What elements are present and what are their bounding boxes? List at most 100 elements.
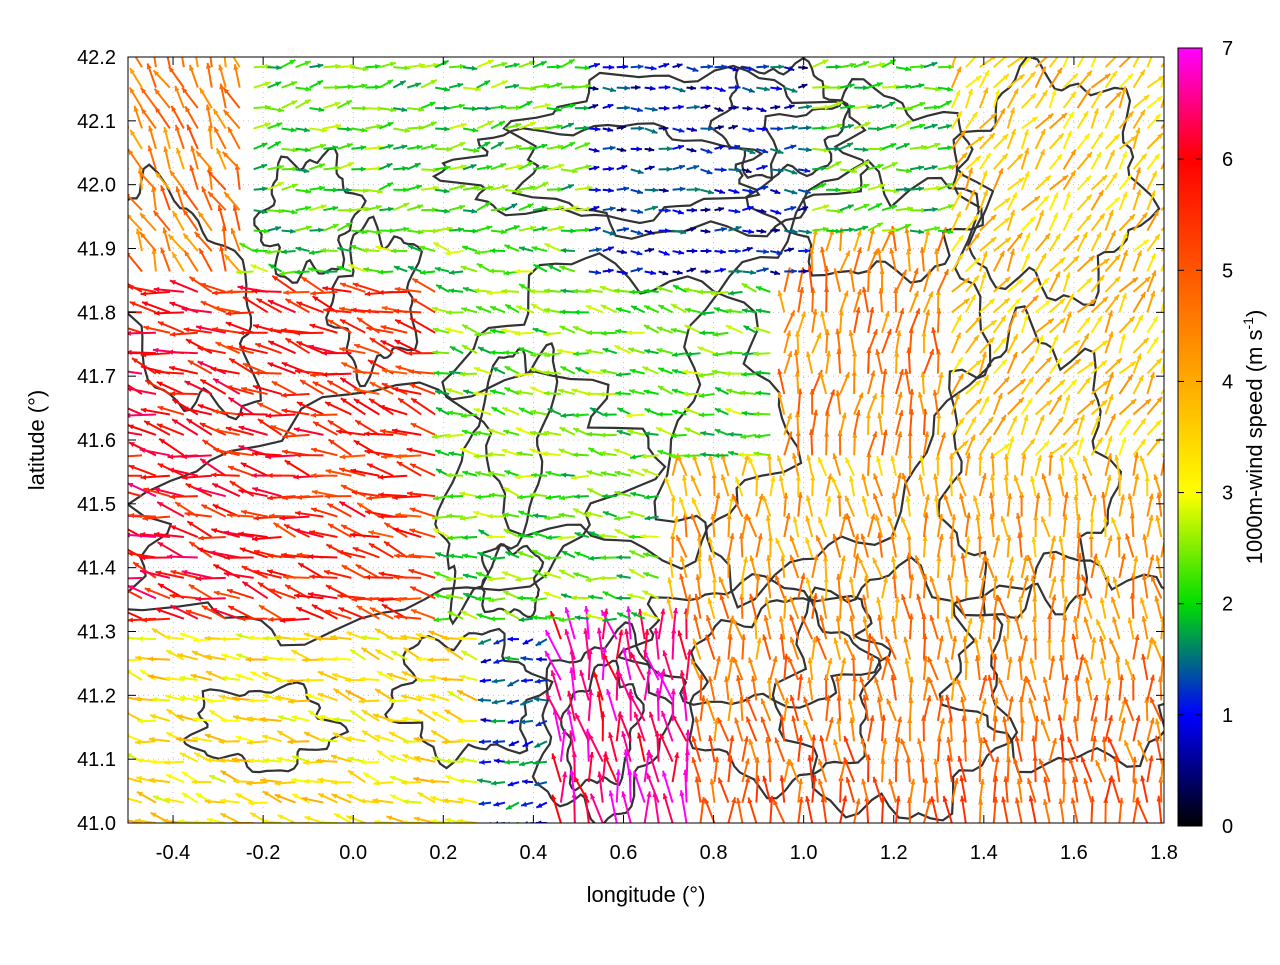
- wind-arrow-head: [346, 187, 351, 192]
- wind-arrow-head: [559, 265, 565, 270]
- wind-arrow-head: [228, 466, 234, 471]
- wind-arrow-head: [446, 473, 452, 478]
- wind-arrow-shaft: [117, 278, 142, 292]
- wind-arrow-head: [97, 453, 102, 458]
- wind-arrow-head: [365, 575, 370, 580]
- wind-arrow-shaft: [121, 146, 128, 170]
- wind-arrow-head: [803, 269, 808, 274]
- wind-arrow-head: [661, 711, 666, 717]
- wind-arrow-head: [560, 309, 566, 314]
- wind-arrow-head: [763, 496, 768, 502]
- wind-arrow-head: [193, 820, 199, 825]
- wind-arrow-head: [1171, 320, 1177, 325]
- wind-arrow-head: [705, 269, 710, 274]
- wind-arrow-head: [479, 739, 485, 744]
- wind-arrow-head: [170, 494, 175, 499]
- wind-arrow-shaft: [99, 391, 128, 394]
- wind-arrow-head: [1089, 516, 1094, 521]
- wind-arrow-shaft: [98, 353, 128, 355]
- contour-line: [710, 58, 849, 178]
- wind-arrow-head: [253, 515, 259, 520]
- wind-arrow-head: [493, 821, 499, 826]
- wind-arrow-head: [435, 552, 441, 557]
- wind-arrow-head: [522, 821, 528, 826]
- wind-arrow-head: [700, 452, 706, 457]
- wind-arrow-head: [1168, 336, 1173, 342]
- wind-arrow-head: [514, 225, 520, 230]
- wind-arrow-head: [100, 286, 106, 291]
- wind-arrow-head: [595, 187, 600, 192]
- wind-arrow-head: [283, 290, 288, 295]
- wind-arrow-head: [227, 289, 232, 294]
- wind-arrow-head: [573, 413, 579, 418]
- wind-arrow-head: [902, 473, 907, 479]
- wind-arrow-head: [141, 617, 147, 622]
- wind-arrow-head: [128, 424, 134, 429]
- wind-arrow-head: [615, 391, 621, 396]
- wind-arrow-head: [746, 168, 752, 173]
- wind-arrow-shaft: [1161, 400, 1174, 415]
- wind-arrow-head: [428, 657, 433, 662]
- wind-arrow-head: [478, 698, 484, 703]
- wind-arrow-head: [319, 163, 325, 168]
- wind-arrow-head: [212, 290, 218, 295]
- wind-arrow-head: [665, 208, 671, 213]
- wind-arrow-head: [474, 367, 480, 372]
- wind-arrow-head: [697, 289, 702, 294]
- wind-arrow-head: [113, 231, 118, 237]
- wind-arrow-head: [255, 343, 261, 348]
- wind-arrow-head: [791, 269, 796, 274]
- wind-arrow-head: [531, 473, 537, 478]
- wind-arrow-head: [462, 535, 468, 540]
- wind-arrow-head: [685, 730, 690, 736]
- wind-arrow-head: [1171, 216, 1177, 222]
- wind-arrow-head: [679, 497, 684, 503]
- wind-arrow-head: [1170, 421, 1176, 427]
- wind-arrow-head: [394, 553, 400, 558]
- wind-arrow-head: [616, 769, 621, 775]
- wind-arrow-head: [586, 432, 592, 437]
- wind-arrow-shaft: [107, 782, 128, 783]
- wind-arrow-head: [318, 227, 324, 232]
- wind-arrow-head: [502, 449, 508, 454]
- wind-arrow-head: [124, 635, 130, 640]
- wind-arrow-head: [1145, 476, 1150, 481]
- wind-arrow-head: [521, 678, 527, 683]
- wind-arrow-head: [120, 695, 126, 700]
- wind-arrow-head: [100, 546, 106, 551]
- wind-arrow-head: [1014, 475, 1019, 481]
- wind-arrow-head: [932, 207, 938, 212]
- wind-arrow-head: [695, 187, 700, 192]
- wind-arrow-head: [616, 555, 621, 560]
- wind-arrow-head: [268, 617, 273, 622]
- wind-arrow-head: [508, 637, 513, 642]
- wind-arrow-head: [626, 606, 631, 612]
- wind-arrow-head: [796, 475, 801, 480]
- wind-arrow-head: [1027, 555, 1032, 561]
- wind-arrow-head: [763, 249, 769, 254]
- wind-arrow-shaft: [112, 430, 142, 435]
- wind-arrow-head: [599, 575, 604, 580]
- wind-arrow-shaft: [117, 378, 142, 394]
- wind-arrow-shaft: [98, 590, 128, 598]
- wind-arrow-head: [340, 454, 346, 459]
- wind-arrow-head: [148, 656, 153, 661]
- wind-arrow-head: [489, 616, 494, 621]
- wind-arrow-head: [873, 493, 878, 499]
- wind-arrow-head: [830, 390, 835, 396]
- wind-arrow-head: [304, 779, 310, 784]
- wind-arrow-head: [310, 291, 316, 296]
- wind-arrow-head: [692, 208, 697, 213]
- wind-arrow-head: [432, 350, 438, 355]
- wind-arrow-head: [294, 269, 300, 274]
- wind-arrow-head: [706, 169, 712, 174]
- wind-arrow-shaft: [1161, 336, 1173, 354]
- wind-arrow-head: [277, 657, 282, 662]
- wind-arrow-head: [227, 513, 233, 518]
- wind-arrow-head: [470, 164, 476, 169]
- wind-arrow-head: [948, 475, 953, 481]
- wind-arrow-head: [544, 592, 550, 597]
- wind-arrow-head: [428, 779, 434, 784]
- wind-arrow-shaft: [124, 734, 142, 741]
